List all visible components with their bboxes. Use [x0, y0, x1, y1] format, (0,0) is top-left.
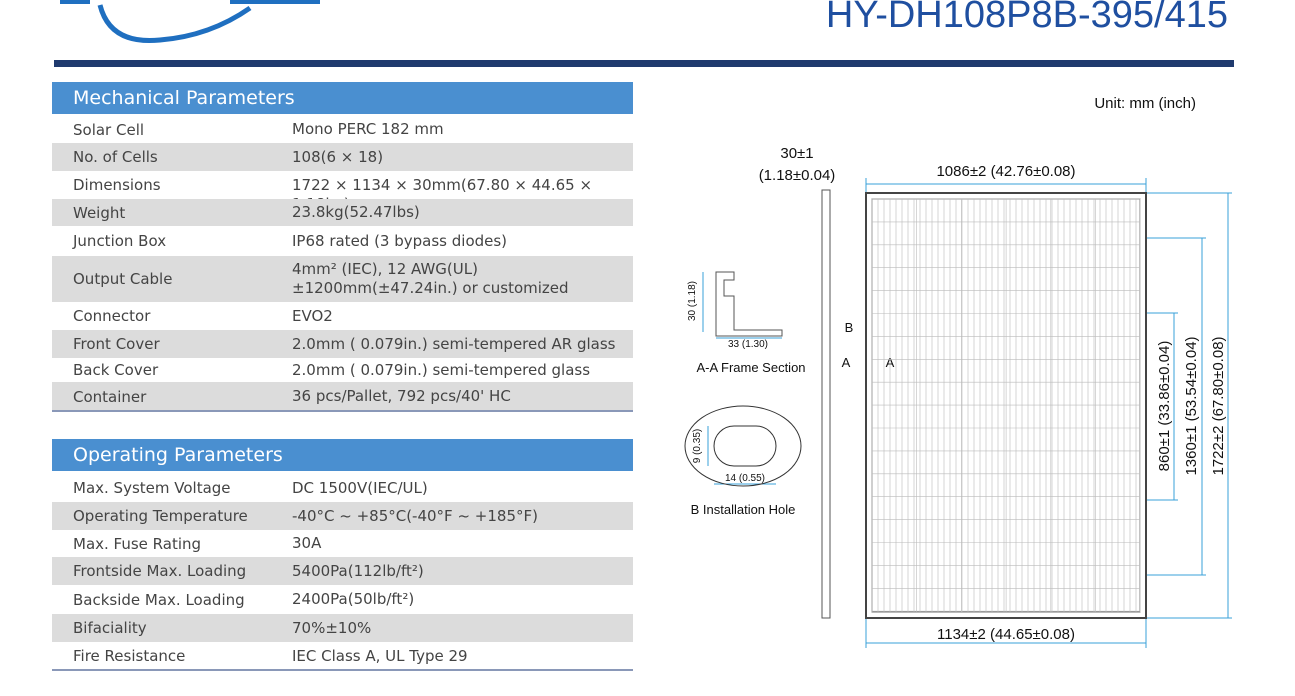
hole-outline	[684, 405, 802, 487]
row-value: EVO2	[292, 307, 333, 326]
side-frame	[821, 189, 831, 619]
row-value: Mono PERC 182 mm	[292, 120, 444, 139]
row-label: Connector	[73, 307, 151, 325]
model: HY-DH108P8B-395/415	[826, 0, 1228, 36]
row-label: Fire Resistance	[73, 647, 186, 665]
table-row: No. of Cells 108(6 × 18)	[52, 143, 633, 171]
logo	[60, 0, 320, 44]
row-value: IEC Class A, UL Type 29	[292, 647, 468, 666]
row-label: Output Cable	[73, 270, 173, 288]
value-line: 2.0mm ( 0.079in.) semi-tempered AR glass	[292, 334, 616, 353]
row-label: Back Cover	[73, 361, 159, 379]
row-label: Container	[73, 387, 147, 406]
table-row: Bifaciality 70%±10%	[52, 614, 633, 642]
value-line: ±1200mm(±47.24in.) or customized	[292, 279, 569, 297]
value-line: 30A	[292, 534, 322, 552]
dim-text: 14 (0.55)	[725, 473, 765, 484]
table-row: Output Cable 4mm² (IEC), 12 AWG(UL) ±1200m…	[52, 256, 633, 302]
row-label: No. of Cells	[73, 148, 158, 166]
row-value: DC 1500V(IEC/UL)	[292, 479, 428, 498]
table-row: Container 36 pcs/Pallet, 792 pcs/40' HC	[52, 382, 633, 411]
row-value: IP68 rated (3 bypass diodes)	[292, 232, 507, 251]
table-row: Dimensions 1722 × 1134 × 30mm(67.80 × 44.…	[52, 171, 633, 213]
table-row: Connector EVO2	[52, 302, 633, 330]
table-row: Frontside Max. Loading 5400Pa(112lb/ft²)	[52, 557, 633, 585]
row-label: Weight	[73, 203, 126, 222]
row-value: 108(6 × 18)	[292, 148, 383, 167]
mark: A	[842, 355, 851, 370]
row-value: 30A	[292, 534, 321, 553]
table-row: Backside Max. Loading 2400Pa(50lb/ft²)	[52, 585, 633, 614]
value-line: EVO2	[292, 306, 333, 325]
value-line: IEC Class A, UL Type 29	[292, 646, 468, 665]
row-label: Backside Max. Loading	[73, 590, 245, 609]
table-row: Max. Fuse Rating 30A	[52, 530, 633, 557]
value-line: 2.0mm ( 0.079in.) semi-tempered glass	[292, 360, 591, 379]
row-value: -40°C ~ +85°C(-40°F ~ +185°F)	[292, 507, 538, 526]
hole	[713, 425, 777, 467]
table-row: Back Cover 2.0mm ( 0.079in.) semi-tempere…	[52, 358, 633, 382]
caption: B Installation Hole	[691, 502, 796, 517]
value-line: 2400Pa(50lb/ft²)	[292, 590, 415, 608]
table-rule	[52, 669, 633, 671]
row-label: Dimensions	[73, 176, 161, 194]
row-label: Solar Cell	[73, 120, 145, 139]
row-value: 4mm² (IEC), 12 AWG(UL) ±1200mm(±47.24in.)…	[292, 260, 569, 298]
row-value: 36 pcs/Pallet, 792 pcs/40' HC	[292, 387, 511, 406]
value-line: IP68 rated (3 bypass diodes)	[292, 231, 508, 250]
table-row: Front Cover 2.0mm ( 0.079in.) semi-temper…	[52, 330, 633, 358]
table-row: Weight 23.8kg(52.47lbs)	[52, 199, 633, 226]
table-row: Junction Box IP68 rated (3 bypass diodes)	[52, 226, 633, 256]
dim-text: 860±1 (33.86±0.04)	[1156, 341, 1173, 472]
caption: A-A Frame Section	[696, 360, 805, 375]
value-line: 70%±10%	[292, 618, 372, 637]
table-row: Fire Resistance IEC Class A, UL Type 29	[52, 642, 633, 670]
dim-text: 30±1	[780, 145, 813, 162]
value-line: 36 pcs/Pallet, 792 pcs/40' HC	[292, 387, 511, 405]
row-value: 23.8kg(52.47lbs)	[292, 203, 420, 222]
row-label: Max. System Voltage	[73, 479, 231, 497]
value-line: 5400Pa(112lb/ft²)	[292, 561, 424, 580]
row-label: Frontside Max. Loading	[73, 562, 247, 580]
row-label: Bifaciality	[73, 619, 147, 637]
section-title: Mechanical Parameters	[52, 82, 633, 114]
row-value: 5400Pa(112lb/ft²)	[292, 562, 424, 581]
row-label: Front Cover	[73, 335, 160, 353]
dim-text: 9 (0.35)	[692, 429, 703, 463]
panel	[865, 192, 1147, 619]
table-row: Operating Temperature -40°C ~ +85°C(-40°F…	[52, 502, 633, 530]
value-line: -40°C ~ +85°C(-40°F ~ +185°F)	[292, 506, 538, 525]
header-rule	[54, 60, 1234, 67]
unit: Unit: mm (inch)	[1094, 95, 1196, 112]
dim-text: 1722±2 (67.80±0.08)	[1210, 336, 1227, 475]
value-line: Mono PERC 182 mm	[292, 120, 444, 138]
section-title: Operating Parameters	[52, 439, 633, 471]
cells	[871, 198, 1141, 612]
row-label: Operating Temperature	[73, 507, 248, 525]
dim-text: 30 (1.18)	[687, 281, 698, 321]
frame-section	[715, 271, 783, 337]
row-label: Max. Fuse Rating	[73, 534, 202, 553]
value-line: DC 1500V(IEC/UL)	[292, 478, 428, 497]
mark: B	[845, 320, 854, 335]
value-line: 23.8kg(52.47lbs)	[292, 203, 420, 221]
table-row: Max. System Voltage DC 1500V(IEC/UL)	[52, 474, 633, 502]
row-value: 70%±10%	[292, 619, 371, 638]
dimension-lines	[702, 178, 1232, 648]
dim-text: 1360±1 (53.54±0.04)	[1183, 336, 1200, 475]
value-line: 108(6 × 18)	[292, 147, 384, 166]
table-rule	[52, 410, 633, 412]
dim-text: (1.18±0.04)	[759, 167, 836, 184]
table-row: Solar Cell Mono PERC 182 mm	[52, 116, 633, 143]
row-value: 2400Pa(50lb/ft²)	[292, 590, 414, 609]
dim-text: 1086±2 (42.76±0.08)	[936, 163, 1075, 180]
row-value: 2.0mm ( 0.079in.) semi-tempered glass	[292, 361, 590, 380]
dim-text: 33 (1.30)	[728, 339, 768, 350]
dim-text: 1134±2 (44.65±0.08)	[937, 626, 1075, 643]
value-line: 4mm² (IEC), 12 AWG(UL)	[292, 260, 478, 278]
row-label: Junction Box	[73, 232, 167, 250]
row-value: 2.0mm ( 0.079in.) semi-tempered AR glass	[292, 335, 616, 354]
